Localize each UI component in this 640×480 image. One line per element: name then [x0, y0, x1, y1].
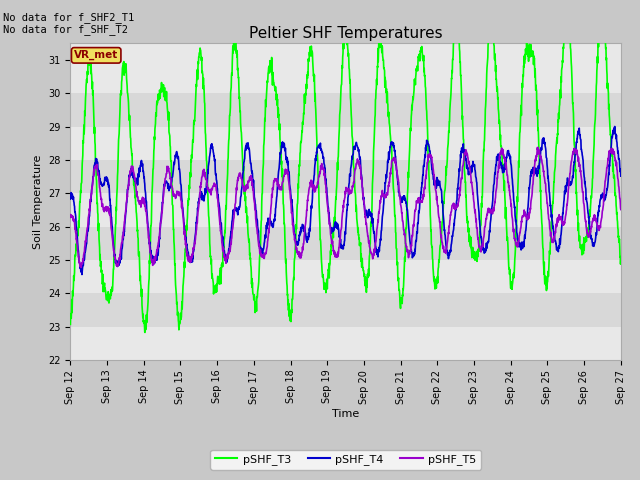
- pSHF_T5: [320, 168, 328, 173]
- pSHF_T4: [320, 156, 328, 162]
- pSHF_T5: [77, 264, 85, 270]
- Text: VR_met: VR_met: [74, 50, 118, 60]
- pSHF_T3: [141, 330, 149, 336]
- Bar: [70, 93, 621, 127]
- Bar: [70, 227, 621, 260]
- pSHF_T3: [67, 322, 74, 327]
- Title: Peltier SHF Temperatures: Peltier SHF Temperatures: [249, 25, 442, 41]
- pSHF_T3: [500, 188, 508, 193]
- Bar: [70, 293, 621, 327]
- pSHF_T3: [320, 280, 328, 286]
- Legend: pSHF_T3, pSHF_T4, pSHF_T5: pSHF_T3, pSHF_T4, pSHF_T5: [211, 450, 481, 469]
- pSHF_T5: [95, 174, 102, 180]
- pSHF_T5: [335, 251, 342, 257]
- Text: No data for f_SHF2_T1
No data for f_SHF_T2: No data for f_SHF2_T1 No data for f_SHF_…: [3, 12, 134, 36]
- pSHF_T4: [78, 272, 86, 277]
- Line: pSHF_T3: pSHF_T3: [70, 0, 621, 333]
- pSHF_T4: [335, 226, 342, 231]
- Bar: [70, 160, 621, 193]
- X-axis label: Time: Time: [332, 409, 359, 419]
- pSHF_T4: [601, 195, 609, 201]
- pSHF_T4: [611, 123, 619, 129]
- pSHF_T3: [601, 32, 609, 38]
- pSHF_T3: [617, 257, 625, 263]
- pSHF_T4: [601, 197, 609, 203]
- pSHF_T5: [601, 178, 609, 184]
- Bar: [70, 60, 621, 93]
- pSHF_T4: [95, 168, 102, 174]
- pSHF_T3: [602, 37, 609, 43]
- pSHF_T5: [617, 207, 625, 213]
- Bar: [70, 260, 621, 293]
- pSHF_T4: [67, 196, 74, 202]
- Line: pSHF_T5: pSHF_T5: [70, 147, 621, 267]
- Bar: [70, 327, 621, 360]
- pSHF_T3: [335, 154, 342, 159]
- pSHF_T5: [500, 154, 508, 160]
- pSHF_T5: [67, 215, 74, 220]
- pSHF_T4: [617, 173, 625, 179]
- Bar: [70, 127, 621, 160]
- pSHF_T4: [500, 166, 508, 172]
- pSHF_T5: [602, 178, 609, 184]
- Line: pSHF_T4: pSHF_T4: [70, 126, 621, 275]
- pSHF_T3: [598, 0, 606, 3]
- Bar: [70, 193, 621, 227]
- Y-axis label: Soil Temperature: Soil Temperature: [33, 155, 43, 249]
- pSHF_T5: [534, 144, 541, 150]
- pSHF_T3: [95, 223, 102, 228]
